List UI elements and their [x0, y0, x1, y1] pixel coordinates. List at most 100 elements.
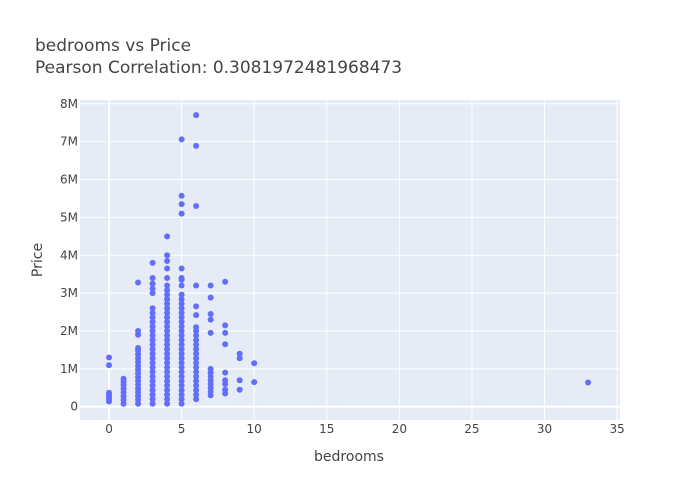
y-tick-label: 6M: [60, 173, 78, 187]
data-point: [585, 379, 592, 386]
data-point: [178, 364, 185, 371]
y-axis-title: Price: [30, 243, 46, 277]
data-point: [149, 332, 156, 339]
data-point: [251, 379, 258, 386]
y-tick-label: 1M: [60, 362, 78, 376]
x-axis-title: bedrooms: [314, 449, 384, 465]
data-point: [164, 387, 171, 394]
data-point: [207, 294, 214, 301]
data-point: [193, 282, 200, 289]
data-point: [236, 386, 243, 393]
data-point: [164, 257, 171, 264]
data-point: [164, 282, 171, 289]
data-point: [106, 362, 113, 369]
data-point: [178, 382, 185, 389]
data-point: [222, 278, 229, 285]
data-point: [149, 368, 156, 375]
data-point: [178, 328, 185, 335]
data-point: [178, 359, 185, 366]
data-point: [149, 346, 156, 353]
data-point: [149, 391, 156, 398]
data-point: [164, 314, 171, 321]
chart-title: bedrooms vs Price: [35, 36, 191, 56]
data-point: [193, 203, 200, 210]
data-point: [164, 346, 171, 353]
data-point: [149, 382, 156, 389]
data-point: [149, 337, 156, 344]
data-point: [236, 350, 243, 357]
data-point: [193, 364, 200, 371]
y-tick-label: 8M: [60, 97, 78, 111]
data-point: [135, 328, 142, 335]
data-point: [178, 355, 185, 362]
x-tick-label: 15: [319, 422, 334, 436]
data-point: [164, 337, 171, 344]
data-point: [164, 332, 171, 339]
data-point: [164, 252, 171, 259]
data-point: [149, 364, 156, 371]
data-point: [178, 296, 185, 303]
data-point: [106, 354, 113, 361]
data-point: [149, 305, 156, 312]
data-point: [178, 396, 185, 403]
data-point: [178, 391, 185, 398]
data-point: [193, 368, 200, 375]
data-point: [149, 387, 156, 394]
data-point: [149, 328, 156, 335]
data-point: [222, 329, 229, 336]
data-point: [120, 375, 127, 382]
data-point: [222, 322, 229, 329]
data-point: [149, 285, 156, 292]
data-point: [164, 400, 171, 407]
data-point: [164, 355, 171, 362]
data-point: [193, 396, 200, 403]
chart-subtitle: Pearson Correlation: 0.3081972481968473: [35, 58, 402, 78]
data-point: [222, 369, 229, 376]
data-point: [164, 305, 171, 312]
data-point: [193, 391, 200, 398]
y-tick-label: 5M: [60, 210, 78, 224]
data-point: [178, 323, 185, 330]
y-tick-label: 3M: [60, 286, 78, 300]
data-point: [193, 312, 200, 319]
data-point: [193, 346, 200, 353]
x-tick-label: 25: [464, 422, 479, 436]
data-point: [178, 309, 185, 316]
data-point: [222, 377, 229, 384]
data-point: [178, 291, 185, 298]
data-point: [149, 377, 156, 384]
data-point: [222, 386, 229, 393]
data-point: [149, 318, 156, 325]
y-axis-ticks: 0 1M 2M 3M 4M 5M 6M 7M 8M: [60, 97, 78, 414]
x-tick-label: 20: [392, 422, 407, 436]
data-point: [149, 400, 156, 407]
data-point: [164, 364, 171, 371]
data-point: [106, 389, 113, 396]
x-tick-label: 0: [105, 422, 113, 436]
data-point: [149, 259, 156, 266]
data-point: [164, 323, 171, 330]
data-point: [193, 337, 200, 344]
data-point: [193, 350, 200, 357]
data-point: [178, 192, 185, 199]
data-point: [164, 328, 171, 335]
data-point: [178, 300, 185, 307]
data-point: [164, 300, 171, 307]
data-point: [149, 314, 156, 321]
data-point: [193, 355, 200, 362]
data-point: [178, 400, 185, 407]
data-point: [149, 341, 156, 348]
data-point: [193, 303, 200, 310]
data-point: [164, 274, 171, 281]
data-point: [178, 387, 185, 394]
data-point: [193, 324, 200, 331]
data-point: [193, 142, 200, 149]
data-point: [164, 373, 171, 380]
data-point: [149, 355, 156, 362]
data-point: [164, 341, 171, 348]
data-point: [164, 296, 171, 303]
data-point: [149, 373, 156, 380]
data-point: [178, 282, 185, 289]
data-point: [207, 316, 214, 323]
data-point: [178, 265, 185, 272]
